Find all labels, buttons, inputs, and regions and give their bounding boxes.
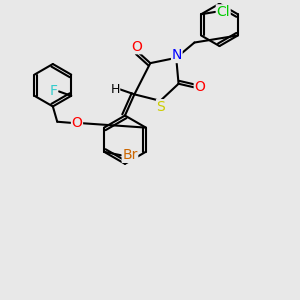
Text: O: O [194,80,205,94]
Text: Br: Br [122,148,138,162]
Text: H: H [110,82,120,95]
Text: O: O [71,116,82,130]
Text: N: N [172,49,182,62]
Text: S: S [157,100,165,114]
Text: O: O [131,40,142,54]
Text: F: F [50,84,58,98]
Text: Cl: Cl [216,5,230,19]
